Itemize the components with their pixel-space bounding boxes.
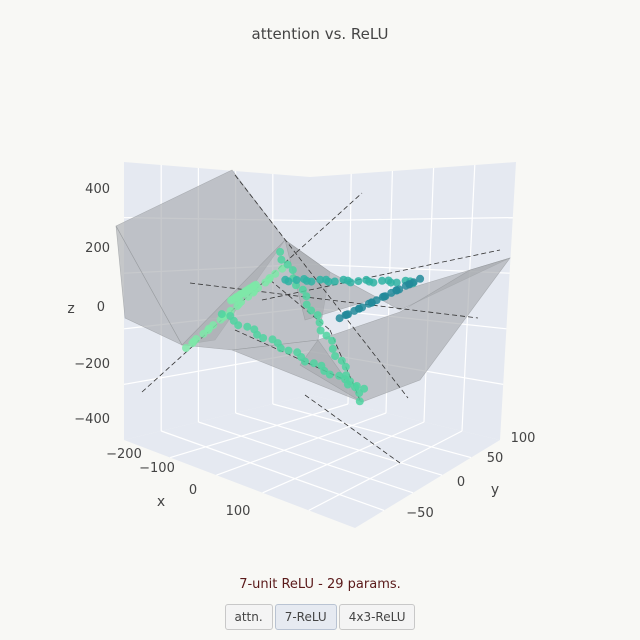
data-point [409,278,418,287]
data-point [331,352,340,361]
data-point [309,359,318,368]
axis-labels: x y z [67,301,499,510]
data-point [316,326,325,335]
grid-line [160,430,385,511]
y-axis-label: y [491,482,499,498]
x-tick-label: −200 [106,447,142,462]
data-point [337,356,346,365]
data-point [328,344,337,353]
data-point [276,344,285,353]
data-point [249,282,258,290]
data-point [341,362,350,371]
z-tick-label: 200 [85,241,110,256]
data-point [288,266,297,275]
data-point [253,330,262,339]
data-point [358,303,367,312]
data-point [325,370,334,379]
attn-button[interactable]: attn. [224,604,273,630]
data-point [335,314,344,323]
4x3-relu-button[interactable]: 4x3-ReLU [338,604,416,630]
data-point [355,397,364,406]
y-tick-label: 50 [487,451,504,466]
z-axis-label: z [67,301,74,317]
z-tick-label: −200 [74,357,110,372]
grid-line [309,217,513,222]
data-point [182,344,190,352]
grid-line [170,403,349,459]
grid-line [216,412,387,476]
data-point [386,278,395,287]
model-caption: 7-unit ReLU - 29 params. [239,577,401,592]
data-point [369,278,378,287]
data-point [330,277,339,286]
x-axis-label: x [157,494,165,510]
data-point [259,334,268,342]
z-tick-label: 400 [85,182,110,197]
data-point [307,277,316,286]
data-point [344,310,352,319]
z-tick-label: 0 [97,300,105,315]
data-points [182,247,425,406]
data-point [277,255,286,264]
data-point [302,300,311,309]
data-point [378,276,387,285]
data-point [265,274,274,282]
data-point [283,260,292,269]
data-point [324,277,333,286]
data-point [392,278,401,287]
surface-facet [115,225,183,346]
x-tick-label: −100 [139,461,175,476]
data-point [316,275,325,284]
data-point [271,269,280,278]
data-point [276,247,285,256]
y-tick-label: −50 [406,506,433,521]
grid-line [262,421,425,494]
x-tick-label: 0 [189,483,197,498]
x-tick-label: 100 [226,504,251,519]
data-point [416,274,425,283]
data-point [209,321,218,330]
y-tick-label: 100 [511,431,536,446]
data-point [217,310,226,319]
chart-title: attention vs. ReLU [251,25,389,43]
data-point [346,278,355,287]
data-point [395,285,404,294]
grid-line [308,430,463,511]
data-point [313,311,322,320]
dashed-line [234,174,409,399]
data-point [243,322,252,331]
data-point [351,383,360,392]
data-point [322,331,331,340]
data-point [307,306,316,315]
7-relu-button[interactable]: 7-ReLU [274,604,337,630]
data-point [298,285,307,294]
grid-line [272,403,472,459]
data-point [292,276,301,284]
data-point [284,277,293,286]
dashed-line [189,282,479,319]
data-point [302,292,311,301]
data-point [301,357,309,366]
dashed-line [304,394,401,464]
grid-line [198,421,414,494]
data-point [335,371,344,380]
grid-line [235,412,443,476]
data-point [343,380,352,389]
data-point [328,336,337,345]
data-point [372,296,381,305]
data-point [354,277,363,286]
data-point [284,346,293,355]
y-tick-label: 0 [457,475,465,490]
data-point [315,318,324,327]
model-switch-buttons: attn. 7-ReLU 4x3-ReLU [0,604,640,630]
data-point [192,335,201,343]
data-point [234,321,243,330]
data-point [381,292,390,301]
data-point [360,384,369,393]
z-tick-label: −400 [74,412,110,427]
